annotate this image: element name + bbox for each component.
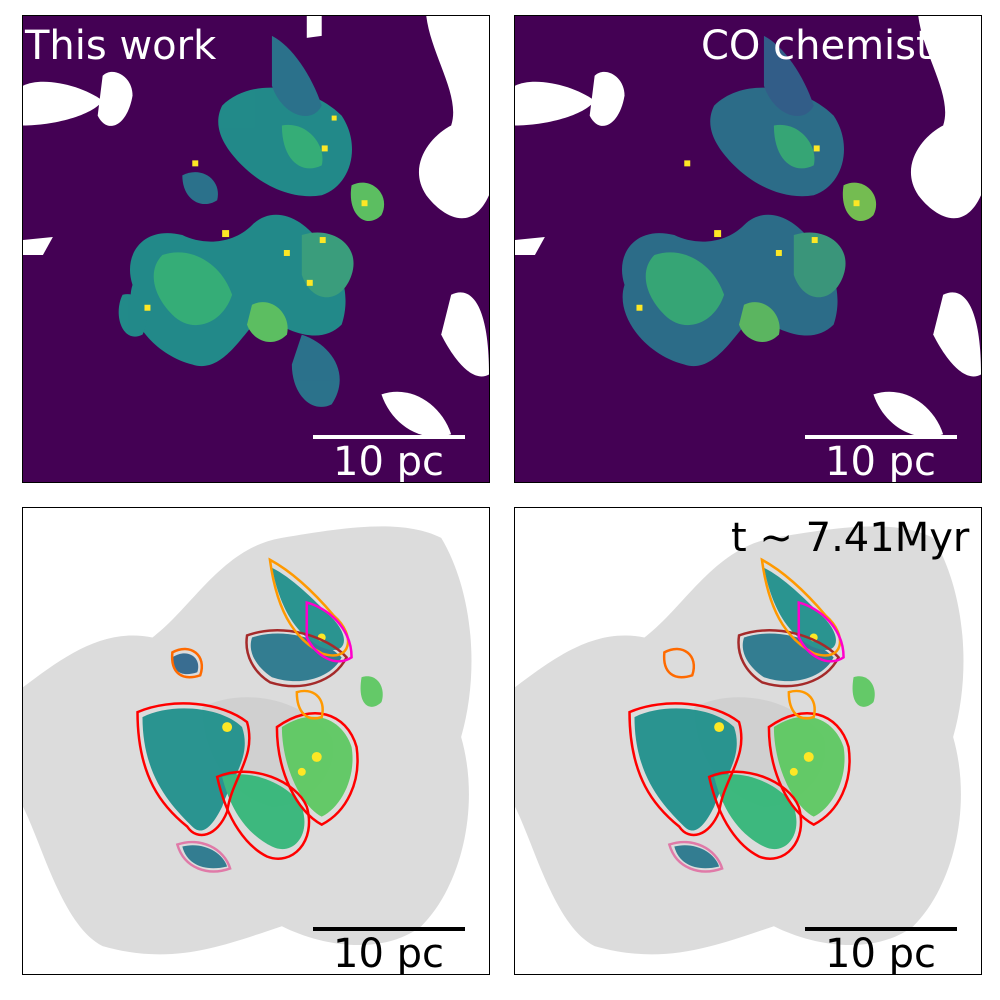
contour-map-right bbox=[515, 508, 981, 974]
scale-bar bbox=[313, 927, 465, 931]
scale-bar-label: 10 pc bbox=[825, 931, 936, 975]
scale-bar-label: 10 pc bbox=[333, 439, 444, 483]
scale-bar-label: 10 pc bbox=[333, 931, 444, 975]
scale-bar bbox=[805, 435, 957, 439]
panel-co-chemistry: CO chemistry 10 pc bbox=[514, 15, 982, 483]
panel-title: CO chemistry bbox=[701, 23, 972, 69]
time-label: t ~ 7.41Myr bbox=[731, 515, 970, 561]
panel-this-work: This work 10 pc bbox=[22, 15, 490, 483]
scale-bar-label: 10 pc bbox=[825, 439, 936, 483]
panel-contour-map-left: 10 pc bbox=[22, 507, 490, 975]
scale-bar bbox=[805, 927, 957, 931]
emission-map-co-chemistry bbox=[515, 16, 981, 482]
scale-bar bbox=[313, 435, 465, 439]
panel-title: This work bbox=[25, 23, 217, 69]
contour-map-left bbox=[23, 508, 489, 974]
panel-contour-map-right: t ~ 7.41Myr 10 pc bbox=[514, 507, 982, 975]
emission-map-this-work bbox=[23, 16, 489, 482]
